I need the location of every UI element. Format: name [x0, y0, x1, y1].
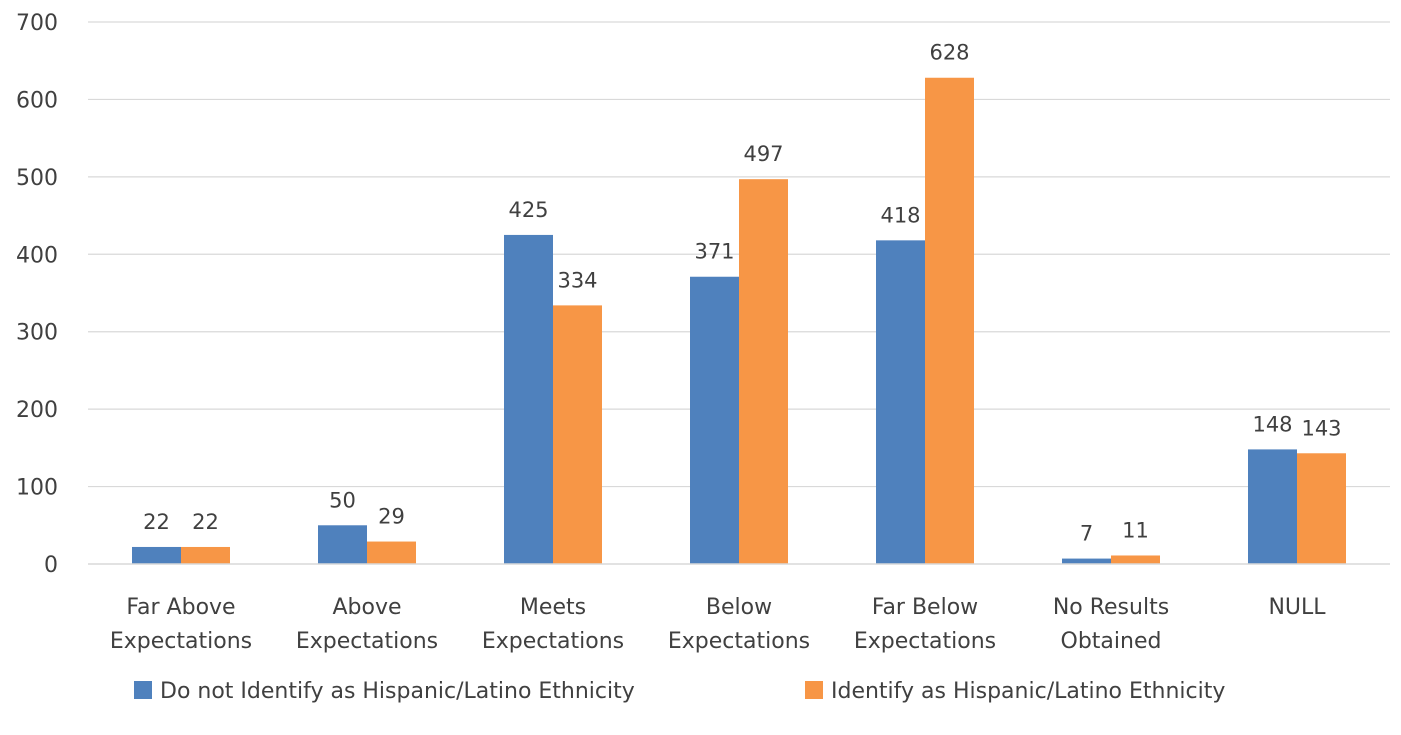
- data-label: 425: [508, 198, 548, 222]
- bar-non-hispanic: [876, 240, 925, 564]
- bar-non-hispanic: [318, 525, 367, 564]
- data-label: 334: [557, 268, 597, 292]
- x-category-label: NULL: [1268, 595, 1326, 620]
- legend[interactable]: Do not Identify as Hispanic/Latino Ethni…: [134, 679, 1225, 704]
- x-category-label: No Results: [1053, 595, 1169, 620]
- y-tick-label: 300: [16, 321, 58, 346]
- data-label: 418: [880, 203, 920, 227]
- x-category-label: Below: [706, 595, 772, 620]
- legend-swatch: [805, 681, 823, 699]
- legend-label: Do not Identify as Hispanic/Latino Ethni…: [160, 679, 635, 704]
- bar-non-hispanic: [504, 234, 553, 564]
- y-tick-label: 100: [16, 476, 58, 501]
- x-category-label: Obtained: [1061, 629, 1162, 654]
- x-category-label: Above: [332, 595, 401, 620]
- y-tick-label: 600: [16, 88, 58, 113]
- data-label: 148: [1252, 412, 1292, 436]
- x-category-label: Expectations: [482, 629, 624, 654]
- bar-non-hispanic: [1248, 449, 1297, 564]
- data-label: 11: [1122, 518, 1149, 542]
- data-labels: 22 22 50 29 425 334 371 497 418 628 7 11 148 143: [143, 41, 1341, 546]
- legend-swatch: [134, 681, 152, 699]
- y-tick-label: 0: [44, 553, 58, 578]
- legend-label: Identify as Hispanic/Latino Ethnicity: [831, 679, 1225, 704]
- x-category-label: Far Below: [872, 595, 978, 620]
- bars: [132, 77, 1346, 565]
- y-axis-ticks: 0 100 200 300 400 500 600 700: [16, 11, 58, 578]
- bar-hispanic: [739, 179, 788, 564]
- x-category-label: Expectations: [110, 629, 252, 654]
- data-label: 497: [743, 142, 783, 166]
- data-label: 371: [694, 240, 734, 264]
- bar-hispanic: [181, 546, 230, 564]
- x-axis-categories: Far Above Expectations Above Expectations Me…: [110, 595, 1326, 654]
- bar-hispanic: [1111, 555, 1160, 564]
- bar-non-hispanic: [132, 546, 181, 564]
- bar-hispanic: [1297, 453, 1346, 564]
- x-category-label: Expectations: [854, 629, 996, 654]
- y-tick-label: 200: [16, 398, 58, 423]
- bar-non-hispanic: [690, 276, 739, 564]
- x-category-label: Expectations: [668, 629, 810, 654]
- y-tick-label: 500: [16, 166, 58, 191]
- x-category-label: Far Above: [126, 595, 235, 620]
- bar-non-hispanic: [1062, 558, 1111, 564]
- data-label: 29: [378, 505, 405, 529]
- bar-hispanic: [367, 541, 416, 564]
- data-label: 50: [329, 488, 356, 512]
- data-label: 7: [1080, 522, 1093, 546]
- legend-item[interactable]: Do not Identify as Hispanic/Latino Ethni…: [134, 679, 635, 704]
- legend-item[interactable]: Identify as Hispanic/Latino Ethnicity: [805, 679, 1225, 704]
- x-category-label: Meets: [520, 595, 586, 620]
- data-label: 143: [1301, 416, 1341, 440]
- x-category-label: Expectations: [296, 629, 438, 654]
- data-label: 628: [929, 41, 969, 65]
- data-label: 22: [192, 510, 219, 534]
- bar-hispanic: [553, 305, 602, 564]
- data-label: 22: [143, 510, 170, 534]
- y-tick-label: 700: [16, 11, 58, 36]
- bar-hispanic: [925, 77, 974, 565]
- y-tick-label: 400: [16, 243, 58, 268]
